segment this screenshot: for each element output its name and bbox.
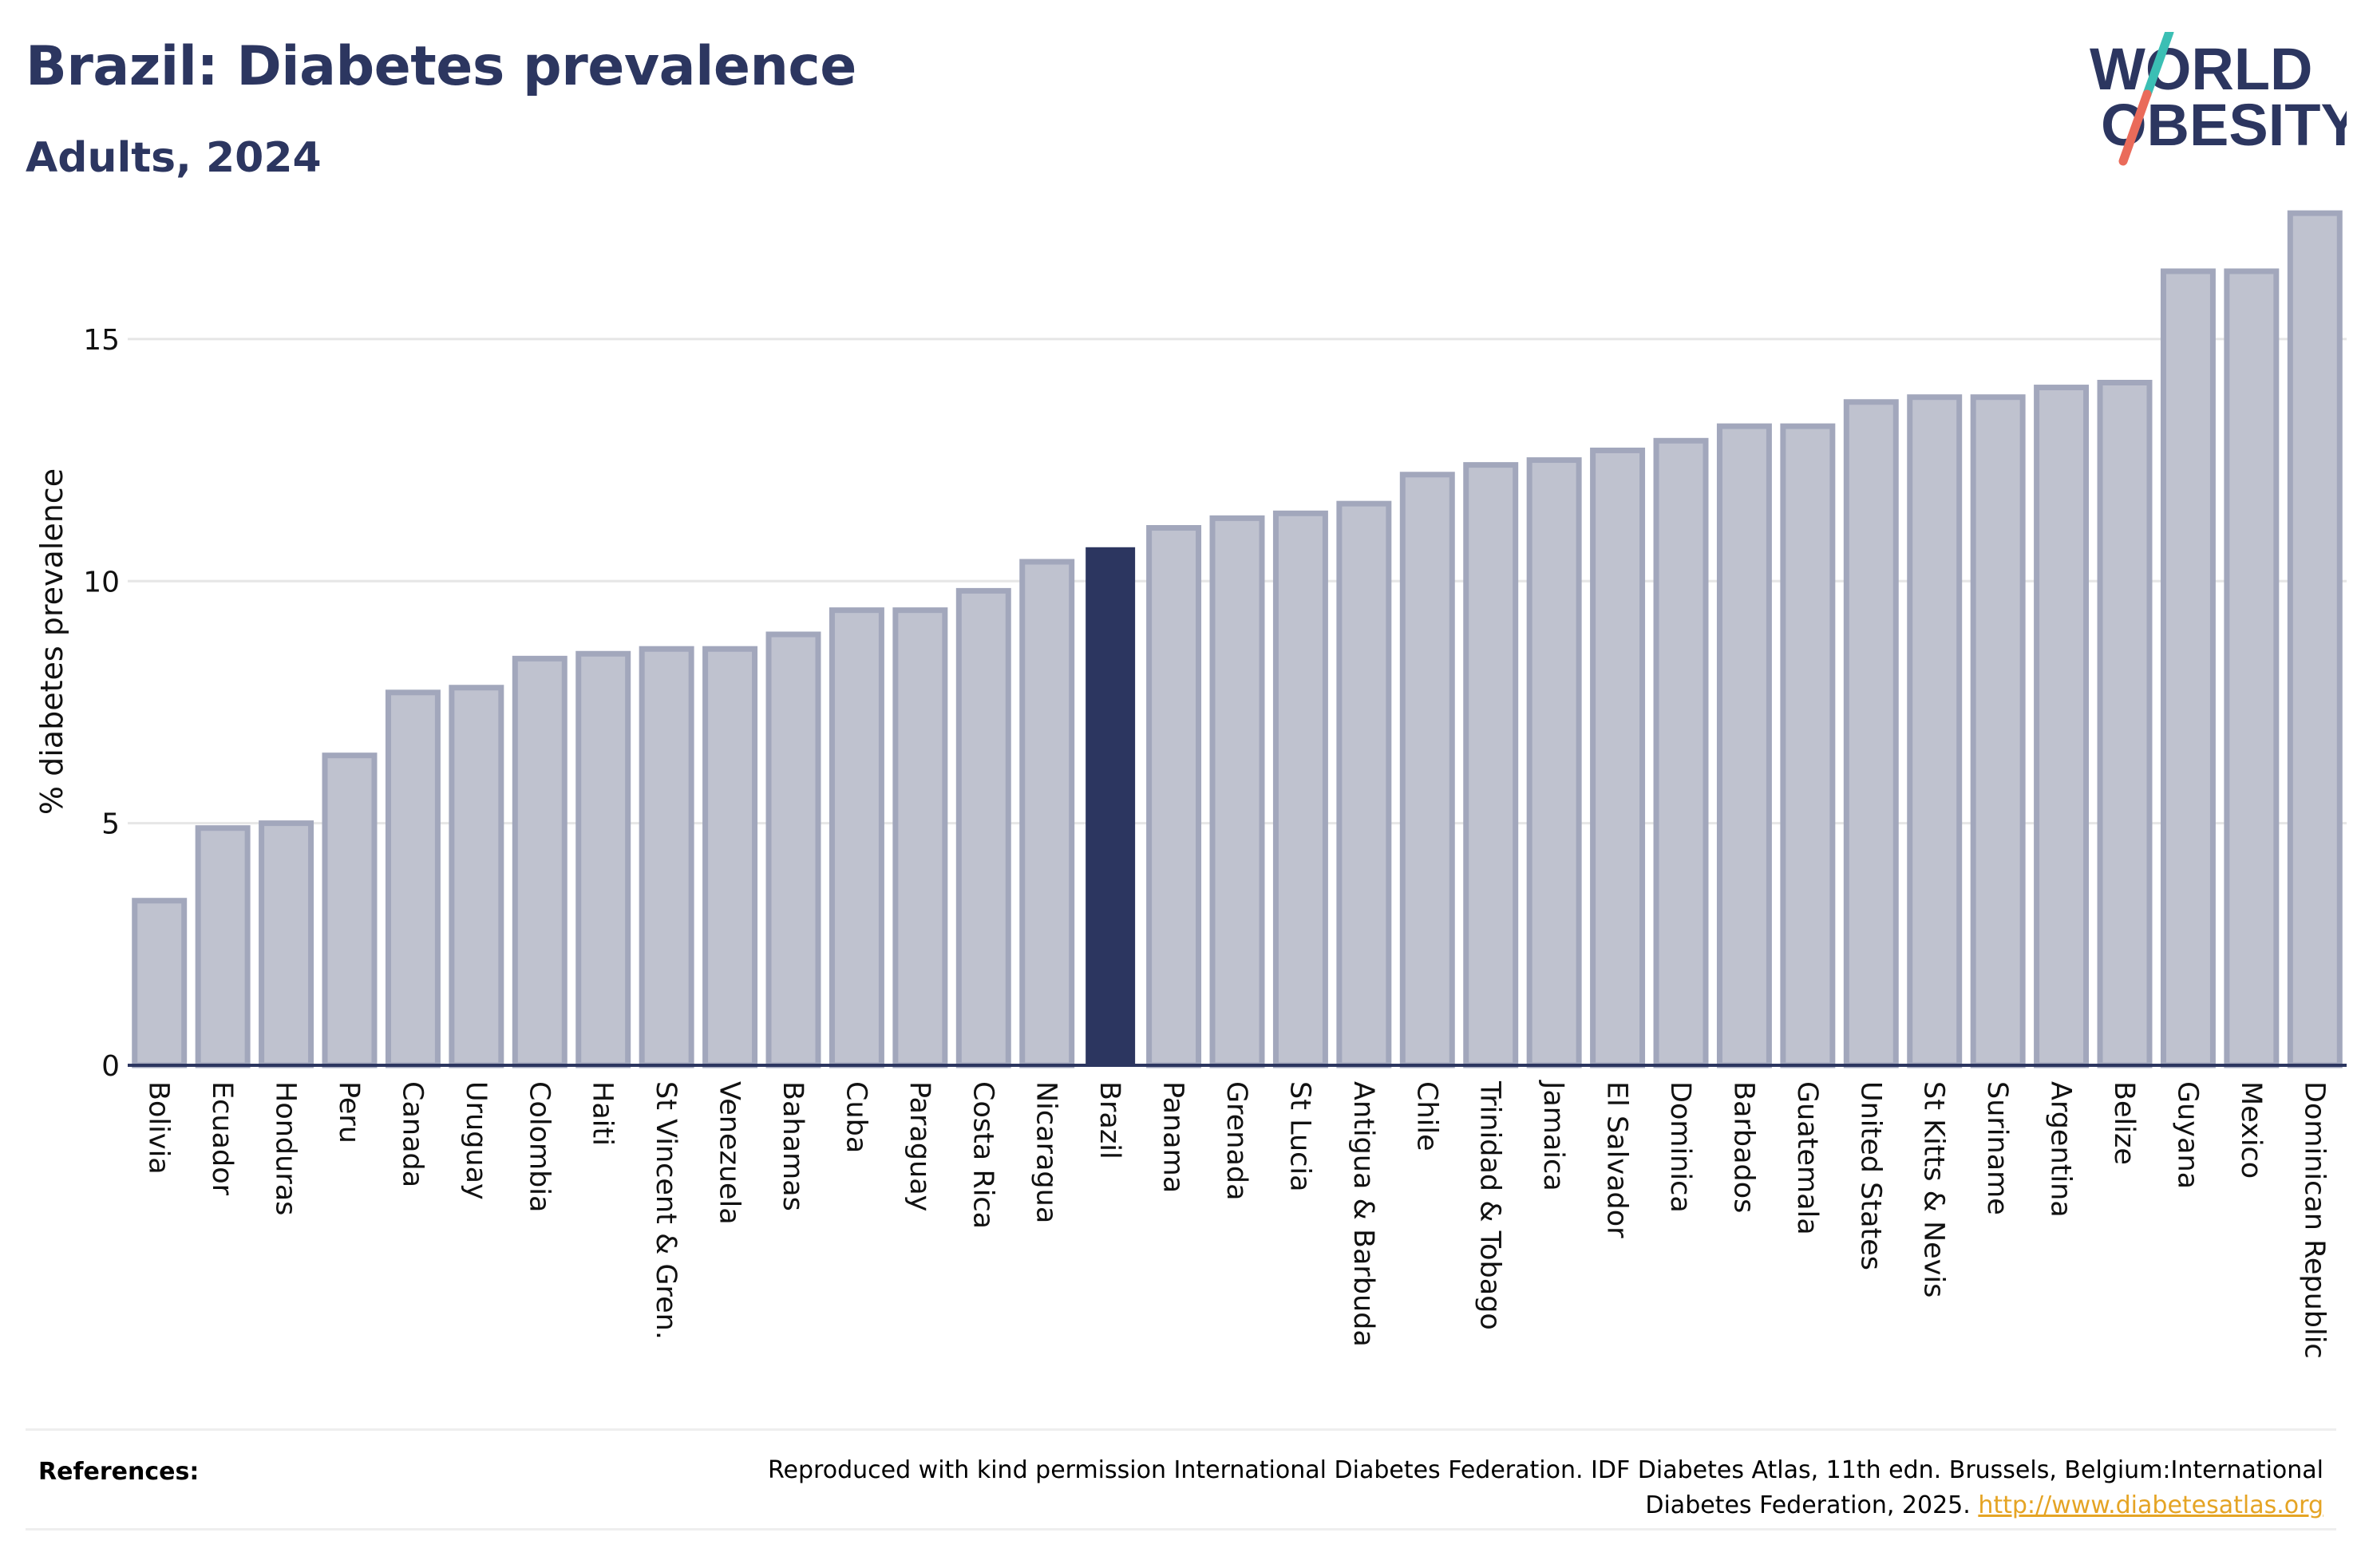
y-tick-label: 10: [83, 566, 120, 598]
world-obesity-logo: WORLD OBESITY: [2090, 32, 2347, 166]
bar-argentina: [2034, 385, 2090, 1068]
y-tick-label: 15: [83, 324, 120, 357]
bar-belize: [2097, 379, 2153, 1068]
bar-canada: [385, 689, 441, 1068]
x-tick-label: Mexico: [2235, 1081, 2267, 1179]
x-tick-label: Honduras: [270, 1081, 302, 1215]
x-tick-label: Dominican Republic: [2298, 1081, 2330, 1359]
bar-paraguay: [892, 607, 948, 1068]
references-citation: Reproduced with kind permission Internat…: [768, 1456, 2323, 1519]
x-tick-label: Argentina: [2045, 1081, 2077, 1218]
bar-dominican-republic: [2287, 210, 2343, 1068]
logo-slash-bottom: [2118, 89, 2152, 166]
bar-guyana: [2160, 268, 2216, 1068]
x-tick-label: Nicaragua: [1030, 1081, 1062, 1223]
bar-st-vincent-gren-: [639, 646, 694, 1068]
bar-chart: 0 5 10 15 Bolivia Ecuador Honduras Peru Canada Ur…: [34, 210, 2347, 1359]
bar-nicaragua: [1019, 559, 1075, 1068]
chart-title: Brazil: Diabetes prevalence: [26, 35, 856, 98]
logo-slash-top: [2142, 32, 2174, 99]
x-tick-label: Bolivia: [143, 1081, 175, 1175]
bar-jamaica: [1526, 457, 1582, 1068]
references-text: Reproduced with kind permission Internat…: [687, 1453, 2323, 1523]
x-tick-label: Antigua & Barbuda: [1347, 1081, 1379, 1347]
x-tick-label: Grenada: [1220, 1081, 1252, 1201]
bar-haiti: [575, 650, 631, 1068]
bar-venezuela: [702, 646, 758, 1068]
bar-peru: [322, 752, 378, 1068]
x-tick-label: Chile: [1410, 1081, 1442, 1151]
references-label: References:: [38, 1458, 200, 1486]
bar-grenada: [1209, 515, 1265, 1068]
x-tick-label: Venezuela: [714, 1081, 745, 1225]
bar-barbados: [1716, 423, 1772, 1068]
x-tick-label: Peru: [333, 1081, 365, 1143]
x-tick-label: Suriname: [1981, 1081, 2013, 1215]
x-tick-label: Guatemala: [1791, 1081, 1823, 1235]
bar-costa-rica: [955, 587, 1011, 1068]
y-tick-label: 0: [101, 1050, 120, 1083]
x-tick-label: Paraguay: [904, 1081, 935, 1211]
x-tick-label: St Vincent & Gren.: [650, 1081, 682, 1340]
bar-el-salvador: [1590, 447, 1646, 1068]
bar-trinidad-tobago: [1463, 462, 1519, 1068]
x-tick-label: Jamaica: [1537, 1080, 1569, 1191]
references-box: References: Reproduced with kind permiss…: [26, 1428, 2336, 1530]
logo-line-1: WORLD: [2090, 36, 2313, 102]
bar-bahamas: [765, 631, 821, 1068]
bar-chile: [1399, 472, 1455, 1068]
x-tick-label: Bahamas: [777, 1081, 809, 1211]
bar-brazil: [1086, 547, 1136, 1065]
x-tick-label: Colombia: [523, 1081, 555, 1212]
x-tick-label: Canada: [396, 1081, 428, 1187]
bar-uruguay: [449, 685, 504, 1068]
bar-colombia: [512, 655, 568, 1068]
bar-ecuador: [195, 825, 251, 1068]
x-tick-label: Costa Rica: [967, 1081, 999, 1229]
x-tick-label: Barbados: [1727, 1081, 1759, 1213]
bar-st-lucia: [1272, 510, 1328, 1068]
x-tick-label: St Lucia: [1283, 1081, 1315, 1192]
x-tick-label: Haiti: [587, 1081, 619, 1146]
label-layer: 0 5 10 15 Bolivia Ecuador Honduras Peru Canada Ur…: [83, 324, 2330, 1359]
bar-bolivia: [132, 898, 188, 1068]
x-tick-label: Brazil: [1093, 1081, 1125, 1159]
bar-panama: [1146, 525, 1202, 1068]
bar-honduras: [259, 820, 314, 1068]
x-tick-label: El Salvador: [1601, 1081, 1633, 1238]
bar-suriname: [1970, 394, 2026, 1068]
x-tick-label: Cuba: [840, 1081, 872, 1153]
bar-st-kitts-nevis: [1907, 394, 1963, 1068]
x-tick-label: Belize: [2108, 1081, 2140, 1165]
x-tick-label: Uruguay: [460, 1081, 492, 1200]
bar-antigua-barbuda: [1336, 500, 1392, 1068]
x-tick-label: Dominica: [1664, 1081, 1696, 1213]
x-tick-label: Guyana: [2171, 1081, 2203, 1189]
bar-dominica: [1653, 437, 1709, 1068]
y-axis-label: % diabetes prevalence: [34, 468, 69, 815]
bar-cuba: [829, 607, 884, 1068]
x-tick-label: United States: [1854, 1081, 1886, 1270]
y-tick-label: 5: [101, 808, 120, 841]
bar-mexico: [2224, 268, 2280, 1068]
x-tick-label: Ecuador: [206, 1081, 238, 1196]
bar-layer: [132, 210, 2343, 1068]
bar-united-states: [1843, 399, 1899, 1068]
chart-subtitle: Adults, 2024: [26, 134, 322, 182]
x-tick-label: St Kitts & Nevis: [1918, 1081, 1950, 1297]
references-link[interactable]: http://www.diabetesatlas.org: [1978, 1491, 2323, 1519]
x-tick-label: Trinidad & Tobago: [1474, 1080, 1506, 1330]
x-tick-label: Panama: [1157, 1081, 1189, 1193]
bar-guatemala: [1780, 423, 1836, 1068]
